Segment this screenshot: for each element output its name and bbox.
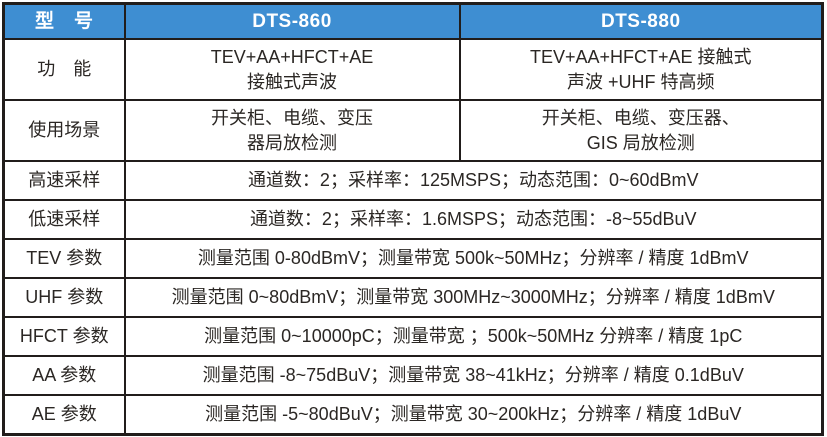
header-cell-dts880: DTS-880 xyxy=(458,2,824,40)
row-label: HFCT 参数 xyxy=(2,316,126,357)
spec-value: 测量范围 0-80dBmV；测量带宽 500k~50MHz；分辨率 / 精度 1… xyxy=(123,238,824,279)
header-cell-model: 型 号 xyxy=(2,2,126,40)
spec-value: 测量范围 0~10000pC；测量带宽 ；500k~50MHz 分辨率 / 精度… xyxy=(123,316,824,357)
cell-line: GIS 局放检测 xyxy=(586,132,695,153)
row-hfct-params: HFCT 参数 测量范围 0~10000pC；测量带宽 ；500k~50MHz … xyxy=(2,316,824,357)
spec-value: 测量范围 -8~75dBuV；测量带宽 38~41kHz；分辨率 / 精度 0.… xyxy=(123,355,824,396)
row-label: 低速采样 xyxy=(2,199,126,240)
row-tev-params: TEV 参数 测量范围 0-80dBmV；测量带宽 500k~50MHz；分辨率… xyxy=(2,238,824,279)
spec-value: 测量范围 -5~80dBuV；测量带宽 30~200kHz；分辨率 / 精度 1… xyxy=(123,394,824,436)
cell-line: 开关柜、电缆、变压器、 xyxy=(541,107,740,128)
function-dts880-cell: TEV+AA+HFCT+AE 接触式 声波 +UHF 特高频 xyxy=(458,38,824,101)
cell-line: TEV+AA+HFCT+AE 接触式 xyxy=(529,46,752,67)
cell-line: 声波 +UHF 特高频 xyxy=(566,71,715,92)
cell-line: 接触式声波 xyxy=(247,71,337,92)
row-function: 功 能 TEV+AA+HFCT+AE 接触式声波 TEV+AA+HFCT+AE … xyxy=(2,38,824,101)
spec-value: 通道数：2；采样率：1.6MSPS；动态范围：-8~55dBuV xyxy=(123,199,824,240)
row-scenario: 使用场景 开关柜、电缆、变压 器局放检测 开关柜、电缆、变压器、 GIS 局放检… xyxy=(2,99,824,162)
row-label: 高速采样 xyxy=(2,160,126,201)
spec-value: 测量范围 0~80dBmV；测量带宽 300MHz~3000MHz；分辨率 / … xyxy=(123,277,824,318)
cell-line: 开关柜、电缆、变压 xyxy=(211,107,373,128)
spec-value: 通道数：2；采样率：125MSPS；动态范围：0~60dBmV xyxy=(123,160,824,201)
cell-line: TEV+AA+HFCT+AE xyxy=(210,46,374,67)
cell-line: 器局放检测 xyxy=(247,132,337,153)
row-label: TEV 参数 xyxy=(2,238,126,279)
row-aa-params: AA 参数 测量范围 -8~75dBuV；测量带宽 38~41kHz；分辨率 /… xyxy=(2,355,824,396)
scenario-dts880-cell: 开关柜、电缆、变压器、 GIS 局放检测 xyxy=(458,99,824,162)
header-row: 型 号 DTS-860 DTS-880 xyxy=(2,2,824,40)
row-highspeed-sampling: 高速采样 通道数：2；采样率：125MSPS；动态范围：0~60dBmV xyxy=(2,160,824,201)
row-label: UHF 参数 xyxy=(2,277,126,318)
row-label-scenario: 使用场景 xyxy=(2,99,126,162)
row-uhf-params: UHF 参数 测量范围 0~80dBmV；测量带宽 300MHz~3000MHz… xyxy=(2,277,824,318)
header-cell-dts860: DTS-860 xyxy=(123,2,461,40)
row-lowspeed-sampling: 低速采样 通道数：2；采样率：1.6MSPS；动态范围：-8~55dBuV xyxy=(2,199,824,240)
row-label: AE 参数 xyxy=(2,394,126,436)
row-label: AA 参数 xyxy=(2,355,126,396)
row-label-function: 功 能 xyxy=(2,38,126,101)
scenario-dts860-cell: 开关柜、电缆、变压 器局放检测 xyxy=(123,99,461,162)
function-dts860-cell: TEV+AA+HFCT+AE 接触式声波 xyxy=(123,38,461,101)
row-ae-params: AE 参数 测量范围 -5~80dBuV；测量带宽 30~200kHz；分辨率 … xyxy=(2,394,824,436)
